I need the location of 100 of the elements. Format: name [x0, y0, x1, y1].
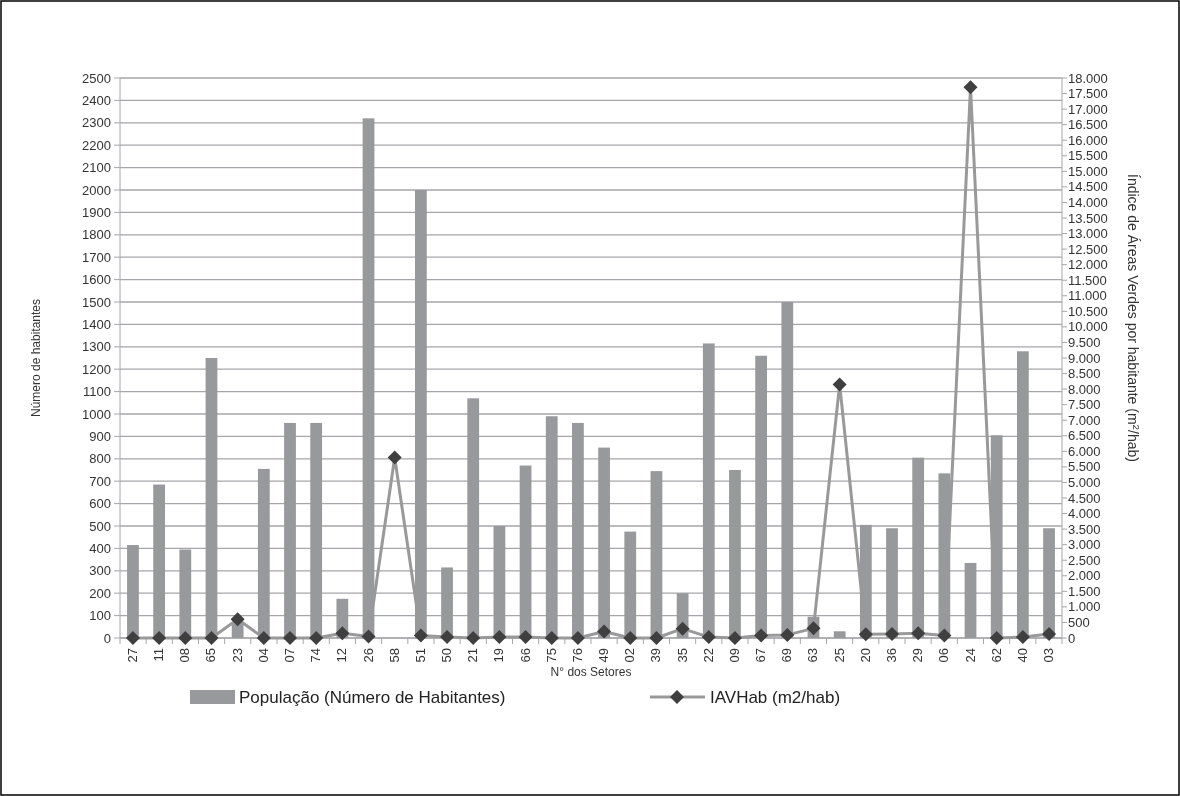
y2-tick-label: 9.500 [1068, 334, 1101, 350]
y2-tick-label: 16.000 [1068, 132, 1108, 148]
y2-tick-label: 5.500 [1068, 459, 1101, 475]
y-tick-label: 2300 [82, 115, 111, 131]
x-tick-label: 24 [962, 648, 978, 663]
x-tick-label: 66 [517, 648, 533, 663]
x-tick-label: 51 [412, 648, 428, 663]
bar [833, 631, 846, 638]
y-tick-label: 1000 [82, 406, 111, 422]
y-axis-title: Número de habitantes [29, 298, 43, 418]
x-tick-label: 02 [622, 648, 638, 663]
y-tick-label: 1100 [83, 384, 111, 400]
x-tick-label: 11 [151, 648, 167, 662]
bar [127, 545, 139, 638]
y2-tick-label: 3.500 [1068, 521, 1101, 537]
y2-tick-label: 6.000 [1068, 443, 1101, 459]
y2-tick-label: 1.000 [1068, 599, 1101, 615]
y2-tick-label: 14.000 [1068, 194, 1108, 210]
y-tick-label: 1300 [82, 339, 111, 355]
y-tick-label: 800 [89, 451, 111, 467]
y-tick-label: 300 [89, 563, 111, 579]
x-tick-label: 04 [255, 648, 271, 663]
x-tick-label: 25 [831, 648, 847, 663]
y-tick-label: 2100 [82, 160, 111, 176]
y2-tick-label: 7.500 [1068, 397, 1101, 413]
x-tick-label: 67 [753, 648, 769, 663]
x-tick-label: 22 [700, 648, 716, 663]
y-tick-label: 2500 [82, 70, 111, 86]
y-tick-label: 1900 [82, 204, 111, 220]
x-tick-label: 08 [177, 648, 193, 663]
y2-tick-label: 4.500 [1068, 490, 1101, 506]
x-tick-label: 36 [884, 648, 899, 663]
x-tick-label: 29 [910, 648, 926, 663]
x-tick-label: 69 [779, 648, 795, 663]
x-tick-label: 21 [465, 648, 481, 663]
y2-tick-label: 8.000 [1068, 381, 1101, 397]
x-tick-label: 75 [543, 648, 559, 663]
x-tick-label: 63 [805, 648, 821, 663]
x-tick-label: 12 [334, 648, 350, 663]
y2-tick-label: 6.500 [1068, 428, 1101, 444]
y2-tick-label: 1.500 [1068, 583, 1101, 599]
y-tick-label: 2200 [82, 137, 111, 153]
y-tick-label: 1500 [82, 294, 111, 310]
y-tick-label: 1600 [82, 272, 111, 288]
bar [284, 422, 296, 638]
x-tick-label: 76 [569, 648, 585, 663]
x-tick-label: 62 [988, 648, 1004, 663]
y-tick-label: 1700 [82, 249, 111, 265]
y2-tick-label: 9.000 [1068, 350, 1101, 366]
y-tick-label: 400 [89, 540, 111, 556]
x-tick-label: 07 [282, 648, 297, 663]
y-tick-label: 1200 [82, 361, 111, 377]
y2-tick-label: 2.000 [1068, 568, 1101, 584]
y2-tick-label: 13.000 [1068, 226, 1108, 242]
x-tick-label: 74 [308, 648, 324, 663]
y2-tick-label: 11.500 [1068, 272, 1107, 288]
y2-tick-label: 14.500 [1068, 179, 1108, 195]
x-tick-label: 49 [596, 648, 612, 663]
y-tick-label: 2000 [82, 182, 111, 198]
y2-tick-label: 17.000 [1068, 101, 1108, 117]
bar [755, 355, 768, 638]
y2-tick-label: 17.500 [1068, 86, 1108, 102]
x-axis-title: N° dos Setores [550, 665, 632, 679]
legend-label: IAVHab (m2/hab) [710, 687, 841, 707]
y2-tick-label: 8.500 [1068, 366, 1101, 382]
bar [912, 457, 925, 638]
bar [545, 416, 558, 638]
y-tick-label: 1400 [82, 316, 111, 332]
y2-tick-label: 12.500 [1068, 241, 1108, 257]
y-tick-label: 900 [89, 428, 111, 444]
y2-tick-label: 13.500 [1068, 210, 1108, 226]
y2-tick-label: 18.000 [1068, 70, 1108, 86]
y2-tick-label: 11.000 [1068, 288, 1107, 304]
y2-tick-label: 10.500 [1068, 303, 1108, 319]
bar [519, 465, 532, 638]
y-tick-label: 2400 [82, 92, 111, 108]
x-tick-label: 50 [439, 648, 455, 663]
bar [153, 484, 166, 638]
x-tick-label: 09 [726, 648, 742, 663]
x-tick-label: 23 [229, 648, 245, 663]
x-tick-label: 39 [648, 648, 664, 663]
y2-tick-label: 7.000 [1068, 412, 1101, 428]
y2-tick-label: 2.500 [1068, 552, 1101, 568]
x-tick-label: 58 [386, 648, 402, 663]
y2-tick-label: 500 [1068, 614, 1090, 630]
x-tick-label: 19 [491, 648, 507, 663]
y-tick-label: 600 [89, 496, 111, 512]
y-tick-label: 100 [89, 608, 111, 624]
x-tick-label: 35 [674, 648, 690, 663]
y2-tick-label: 5.000 [1068, 474, 1101, 490]
y2-tick-label: 12.000 [1068, 257, 1108, 273]
y2-tick-label: 3.000 [1068, 537, 1101, 553]
y-tick-label: 200 [89, 585, 111, 601]
x-tick-label: 65 [203, 648, 219, 663]
x-tick-label: 26 [360, 648, 376, 663]
y2-tick-label: 15.000 [1068, 163, 1108, 179]
legend-label: População (Número de Habitantes) [239, 687, 506, 707]
y2-tick-label: 4.000 [1068, 506, 1101, 522]
x-tick-label: 27 [124, 648, 140, 663]
y2-tick-label: 0 [1068, 630, 1076, 646]
